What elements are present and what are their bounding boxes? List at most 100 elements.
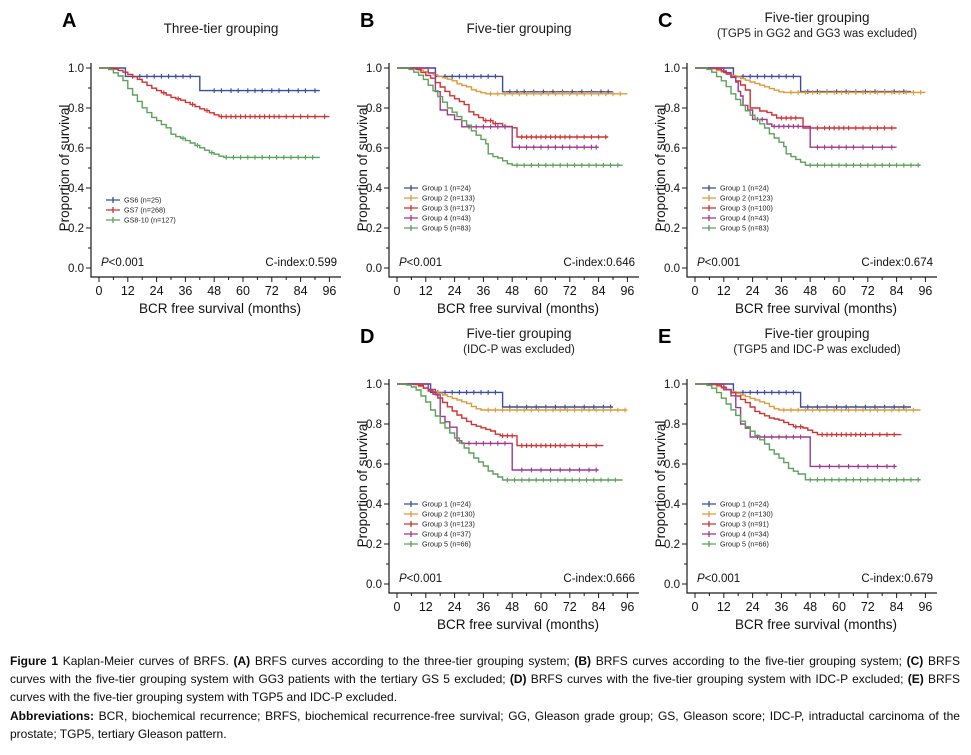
- caption-bold-text: (D): [509, 672, 531, 687]
- censor-mark: [882, 90, 887, 95]
- censor-mark: [598, 477, 604, 483]
- y-tick-label: 0.2: [366, 539, 382, 551]
- legend-label-series-4: Group 4 (n=34): [720, 530, 769, 539]
- km-curve-series-4: [397, 67, 599, 148]
- legend-label-series-1: GS6 (n=25): [124, 196, 161, 205]
- c-index-label: C-index:0.599: [265, 257, 337, 269]
- y-tick-label: 0.4: [664, 499, 681, 511]
- censor-mark: [512, 477, 517, 483]
- x-tick-label: 48: [803, 284, 817, 298]
- censor-mark: [901, 89, 907, 94]
- censor-mark: [288, 155, 294, 160]
- caption-text: BRFS curves with the five-tier grouping …: [530, 672, 908, 687]
- censor-mark: [855, 464, 861, 469]
- figure-caption: Figure 1 Kaplan-Meier curves of BRFS. (A…: [10, 652, 960, 707]
- censor-mark: [548, 467, 553, 473]
- censor-mark: [887, 477, 892, 483]
- y-tick-label: 0.8: [366, 103, 382, 115]
- censor-mark: [584, 443, 589, 448]
- x-tick-label: 96: [620, 284, 634, 298]
- censor-mark: [519, 443, 525, 448]
- x-tick-label: 96: [322, 284, 336, 298]
- x-tick-label: 36: [774, 284, 788, 298]
- y-axis-label: Proportion of survival: [356, 105, 370, 232]
- censor-mark: [567, 144, 573, 150]
- censor-mark: [312, 114, 318, 119]
- x-tick-label: 24: [746, 600, 760, 614]
- censor-mark: [875, 407, 880, 413]
- legend-label-series-1: Group 1 (n=24): [720, 184, 769, 193]
- censor-mark: [769, 390, 775, 395]
- censor-mark: [488, 124, 493, 130]
- censor-mark: [884, 432, 890, 437]
- censor-mark: [209, 150, 215, 155]
- caption-text: BRFS curves according to the three-tier …: [254, 654, 575, 668]
- censor-mark: [875, 125, 880, 131]
- km-curve-series-3: [99, 67, 320, 159]
- censor-mark: [762, 434, 767, 440]
- censor-mark: [615, 162, 621, 168]
- censor-mark: [831, 407, 837, 413]
- censor-mark: [524, 443, 529, 448]
- censor-mark: [843, 89, 849, 94]
- legend-marker-series-1: [404, 501, 418, 507]
- censor-mark: [137, 74, 143, 79]
- censor-mark: [502, 91, 508, 97]
- censor-mark: [851, 144, 856, 150]
- caption-bold-text: (B): [574, 654, 596, 668]
- caption-text: BRFS curves with the five-tier grouping …: [10, 672, 960, 705]
- censor-mark: [519, 477, 525, 483]
- censor-mark: [267, 155, 272, 160]
- x-tick-label: 72: [861, 284, 875, 298]
- legend-marker-series-4: [702, 531, 716, 537]
- panel-b-header: B Five-tier grouping: [356, 8, 656, 54]
- censor-mark: [219, 114, 224, 119]
- censor-mark: [577, 467, 582, 473]
- censor-mark: [295, 88, 301, 93]
- censor-mark: [514, 162, 520, 168]
- y-axis-label: Proportion of survival: [654, 105, 668, 232]
- x-tick-label: 60: [534, 284, 548, 298]
- censor-mark: [567, 134, 573, 140]
- censor-mark: [793, 115, 799, 121]
- panel-subtitle-a: [84, 36, 358, 39]
- censor-mark: [596, 134, 601, 140]
- censor-mark: [473, 441, 479, 446]
- y-tick-label: 0.8: [664, 103, 680, 115]
- legend-marker-series-5: [404, 541, 418, 547]
- censor-mark: [151, 74, 157, 79]
- censor-mark: [827, 125, 832, 131]
- censor-mark: [529, 134, 534, 140]
- x-tick-label: 48: [505, 600, 519, 614]
- legend-label-series-5: Group 5 (n=83): [422, 224, 471, 233]
- censor-mark: [783, 74, 789, 79]
- censor-mark: [817, 464, 823, 469]
- censor-mark: [762, 390, 767, 395]
- censor-mark: [798, 434, 803, 440]
- censor-mark: [252, 155, 258, 160]
- panel-c: C Five-tier grouping (TGP5 in GG2 and GG…: [654, 8, 954, 322]
- x-tick-label: 60: [832, 600, 846, 614]
- censor-mark: [771, 124, 777, 129]
- censor-mark: [824, 90, 830, 95]
- censor-mark: [889, 125, 895, 131]
- c-index-label: C-index:0.646: [563, 257, 635, 269]
- censor-mark: [505, 433, 510, 439]
- censor-mark: [908, 477, 914, 483]
- censor-mark: [565, 162, 570, 168]
- censor-mark: [846, 464, 851, 469]
- censor-mark: [853, 90, 859, 95]
- censor-mark: [901, 404, 907, 410]
- km-curve-series-2: [99, 67, 330, 118]
- censor-mark: [500, 407, 505, 413]
- legend-marker-series-2: [404, 195, 418, 201]
- censor-mark: [322, 114, 327, 119]
- km-curve-series-1: [397, 383, 613, 408]
- censor-mark: [740, 390, 746, 395]
- censor-mark: [548, 443, 553, 448]
- censor-mark: [882, 125, 887, 131]
- x-tick-label: 48: [207, 284, 221, 298]
- censor-mark: [457, 390, 462, 395]
- censor-mark: [793, 424, 799, 430]
- censor-mark: [529, 162, 534, 168]
